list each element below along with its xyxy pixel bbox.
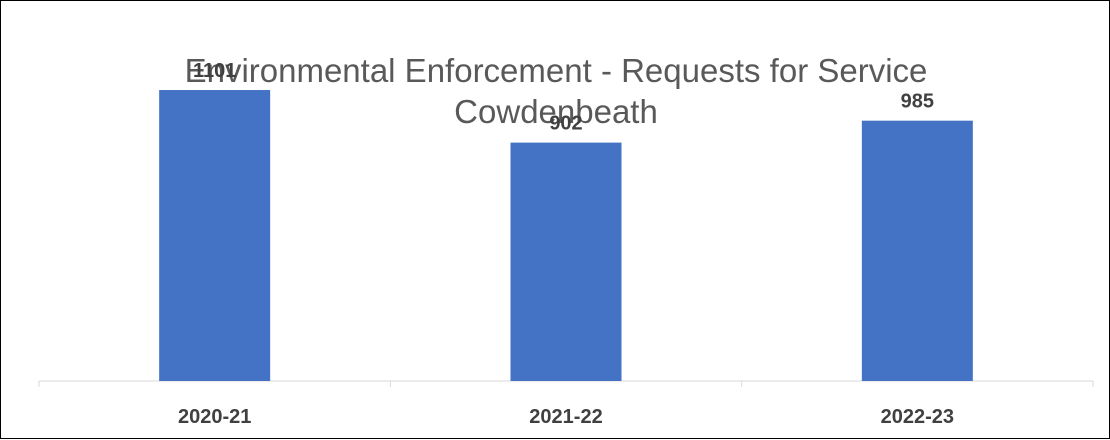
category-label-2020-21: 2020-21 — [178, 406, 251, 428]
bar-2022-23 — [862, 121, 973, 381]
bar-2021-22 — [511, 143, 622, 381]
plot-area: 1101 2020-21 902 2021-22 985 2022-23 — [39, 60, 1093, 428]
chart-title: Environmental Enforcement - Requests for… — [185, 52, 928, 89]
data-label-2022-23: 985 — [901, 91, 934, 113]
category-label-2021-22: 2021-22 — [529, 406, 602, 428]
category-label-2022-23: 2022-23 — [881, 406, 954, 428]
data-label-2020-21: 1101 — [193, 60, 236, 82]
bar-2020-21 — [159, 90, 270, 381]
data-label-2021-22: 902 — [549, 113, 582, 135]
